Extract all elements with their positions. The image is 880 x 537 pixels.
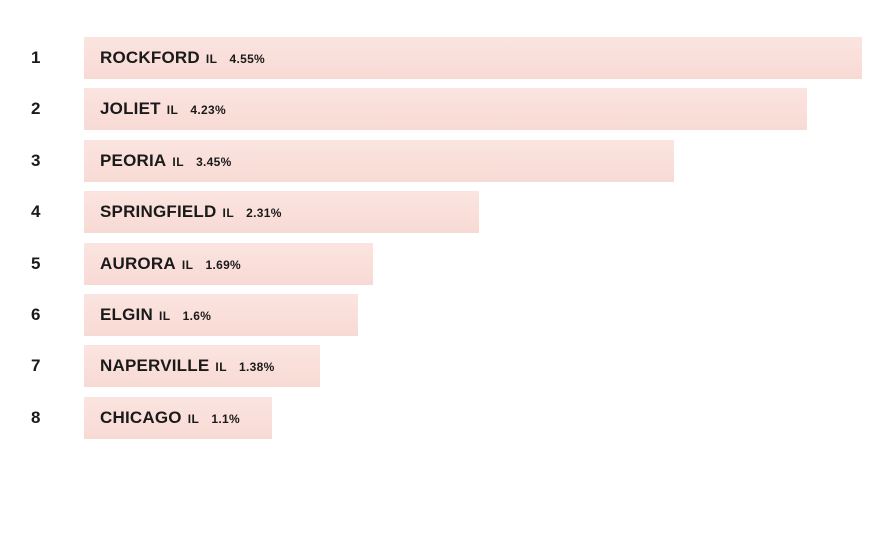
state-code: IL [222,206,235,220]
value-label: 4.55% [229,52,266,66]
bar [84,243,373,285]
bar-label: PEORIA IL 3.45% [100,140,232,182]
city-name: ELGIN [100,305,153,324]
value-label: 3.45% [196,155,232,169]
rank-label: 8 [31,408,41,427]
state-code: IL [172,155,185,169]
rank-label: 2 [31,99,41,118]
city-name: PEORIA [100,151,167,170]
value-label: 1.6% [182,309,212,323]
bar-label: NAPERVILLE IL 1.38% [100,345,275,387]
bar [84,88,807,130]
state-code: IL [158,309,171,323]
bar-row: 1 ROCKFORD IL 4.55% [0,37,880,79]
bar-label: SPRINGFIELD IL 2.31% [100,191,282,233]
city-name: SPRINGFIELD [100,202,217,221]
rank-label: 3 [31,151,41,170]
bar-row: 7 NAPERVILLE IL 1.38% [0,345,880,387]
bar [84,37,862,79]
city-name: CHICAGO [100,408,182,427]
value-label: 2.31% [246,206,282,220]
bar-row: 3 PEORIA IL 3.45% [0,140,880,182]
value-label: 1.1% [211,412,240,426]
bar-row: 5 AURORA IL 1.69% [0,243,880,285]
bar-label: JOLIET IL 4.23% [100,88,226,130]
bar-row: 4 SPRINGFIELD IL 2.31% [0,191,880,233]
city-name: ROCKFORD [100,48,200,67]
value-label: 1.38% [239,360,275,374]
bar [84,140,674,182]
state-code: IL [205,52,218,66]
city-name: AURORA [100,254,176,273]
rank-label: 4 [31,202,41,221]
state-code: IL [187,412,200,426]
bar [84,191,479,233]
value-label: 1.69% [205,258,242,272]
bar [84,345,320,387]
rank-label: 6 [31,305,41,324]
bar [84,294,358,336]
city-name: JOLIET [100,99,161,118]
rank-label: 5 [31,254,41,273]
bar-label: CHICAGO IL 1.1% [100,397,240,439]
rank-label: 1 [31,48,41,67]
bar-row: 8 CHICAGO IL 1.1% [0,397,880,439]
state-code: IL [181,258,194,272]
bar-label: AURORA IL 1.69% [100,243,241,285]
bar-label: ELGIN IL 1.6% [100,294,211,336]
bar-row: 2 JOLIET IL 4.23% [0,88,880,130]
state-code: IL [166,103,179,117]
rank-label: 7 [31,356,41,375]
bar [84,397,272,439]
bar-row: 6 ELGIN IL 1.6% [0,294,880,336]
state-code: IL [215,360,228,374]
bar-label: ROCKFORD IL 4.55% [100,37,265,79]
city-name: NAPERVILLE [100,356,210,375]
value-label: 4.23% [190,103,226,117]
